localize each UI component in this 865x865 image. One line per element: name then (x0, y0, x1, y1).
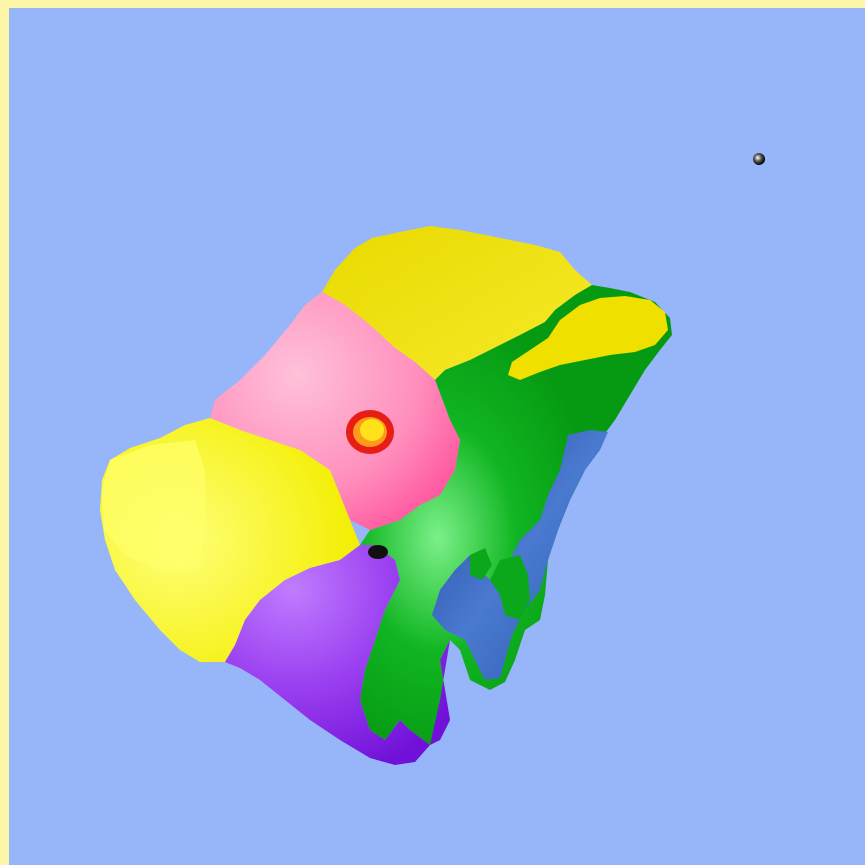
island-map[interactable] (9, 8, 865, 865)
region-purple-south[interactable] (225, 545, 450, 765)
region-yellow-north[interactable] (322, 226, 592, 380)
dark-spot (368, 545, 388, 559)
hotspot[interactable] (346, 410, 394, 454)
region-pink-center[interactable] (210, 292, 460, 530)
region-yellow-west-cone (102, 440, 205, 570)
region-green-fingers[interactable] (470, 548, 530, 620)
region-green-east[interactable] (360, 285, 672, 745)
map-viewport[interactable] (9, 8, 865, 865)
hotspot-inner (360, 419, 384, 441)
region-yellow-northeast[interactable] (508, 296, 668, 380)
marker-dot[interactable] (753, 153, 765, 165)
